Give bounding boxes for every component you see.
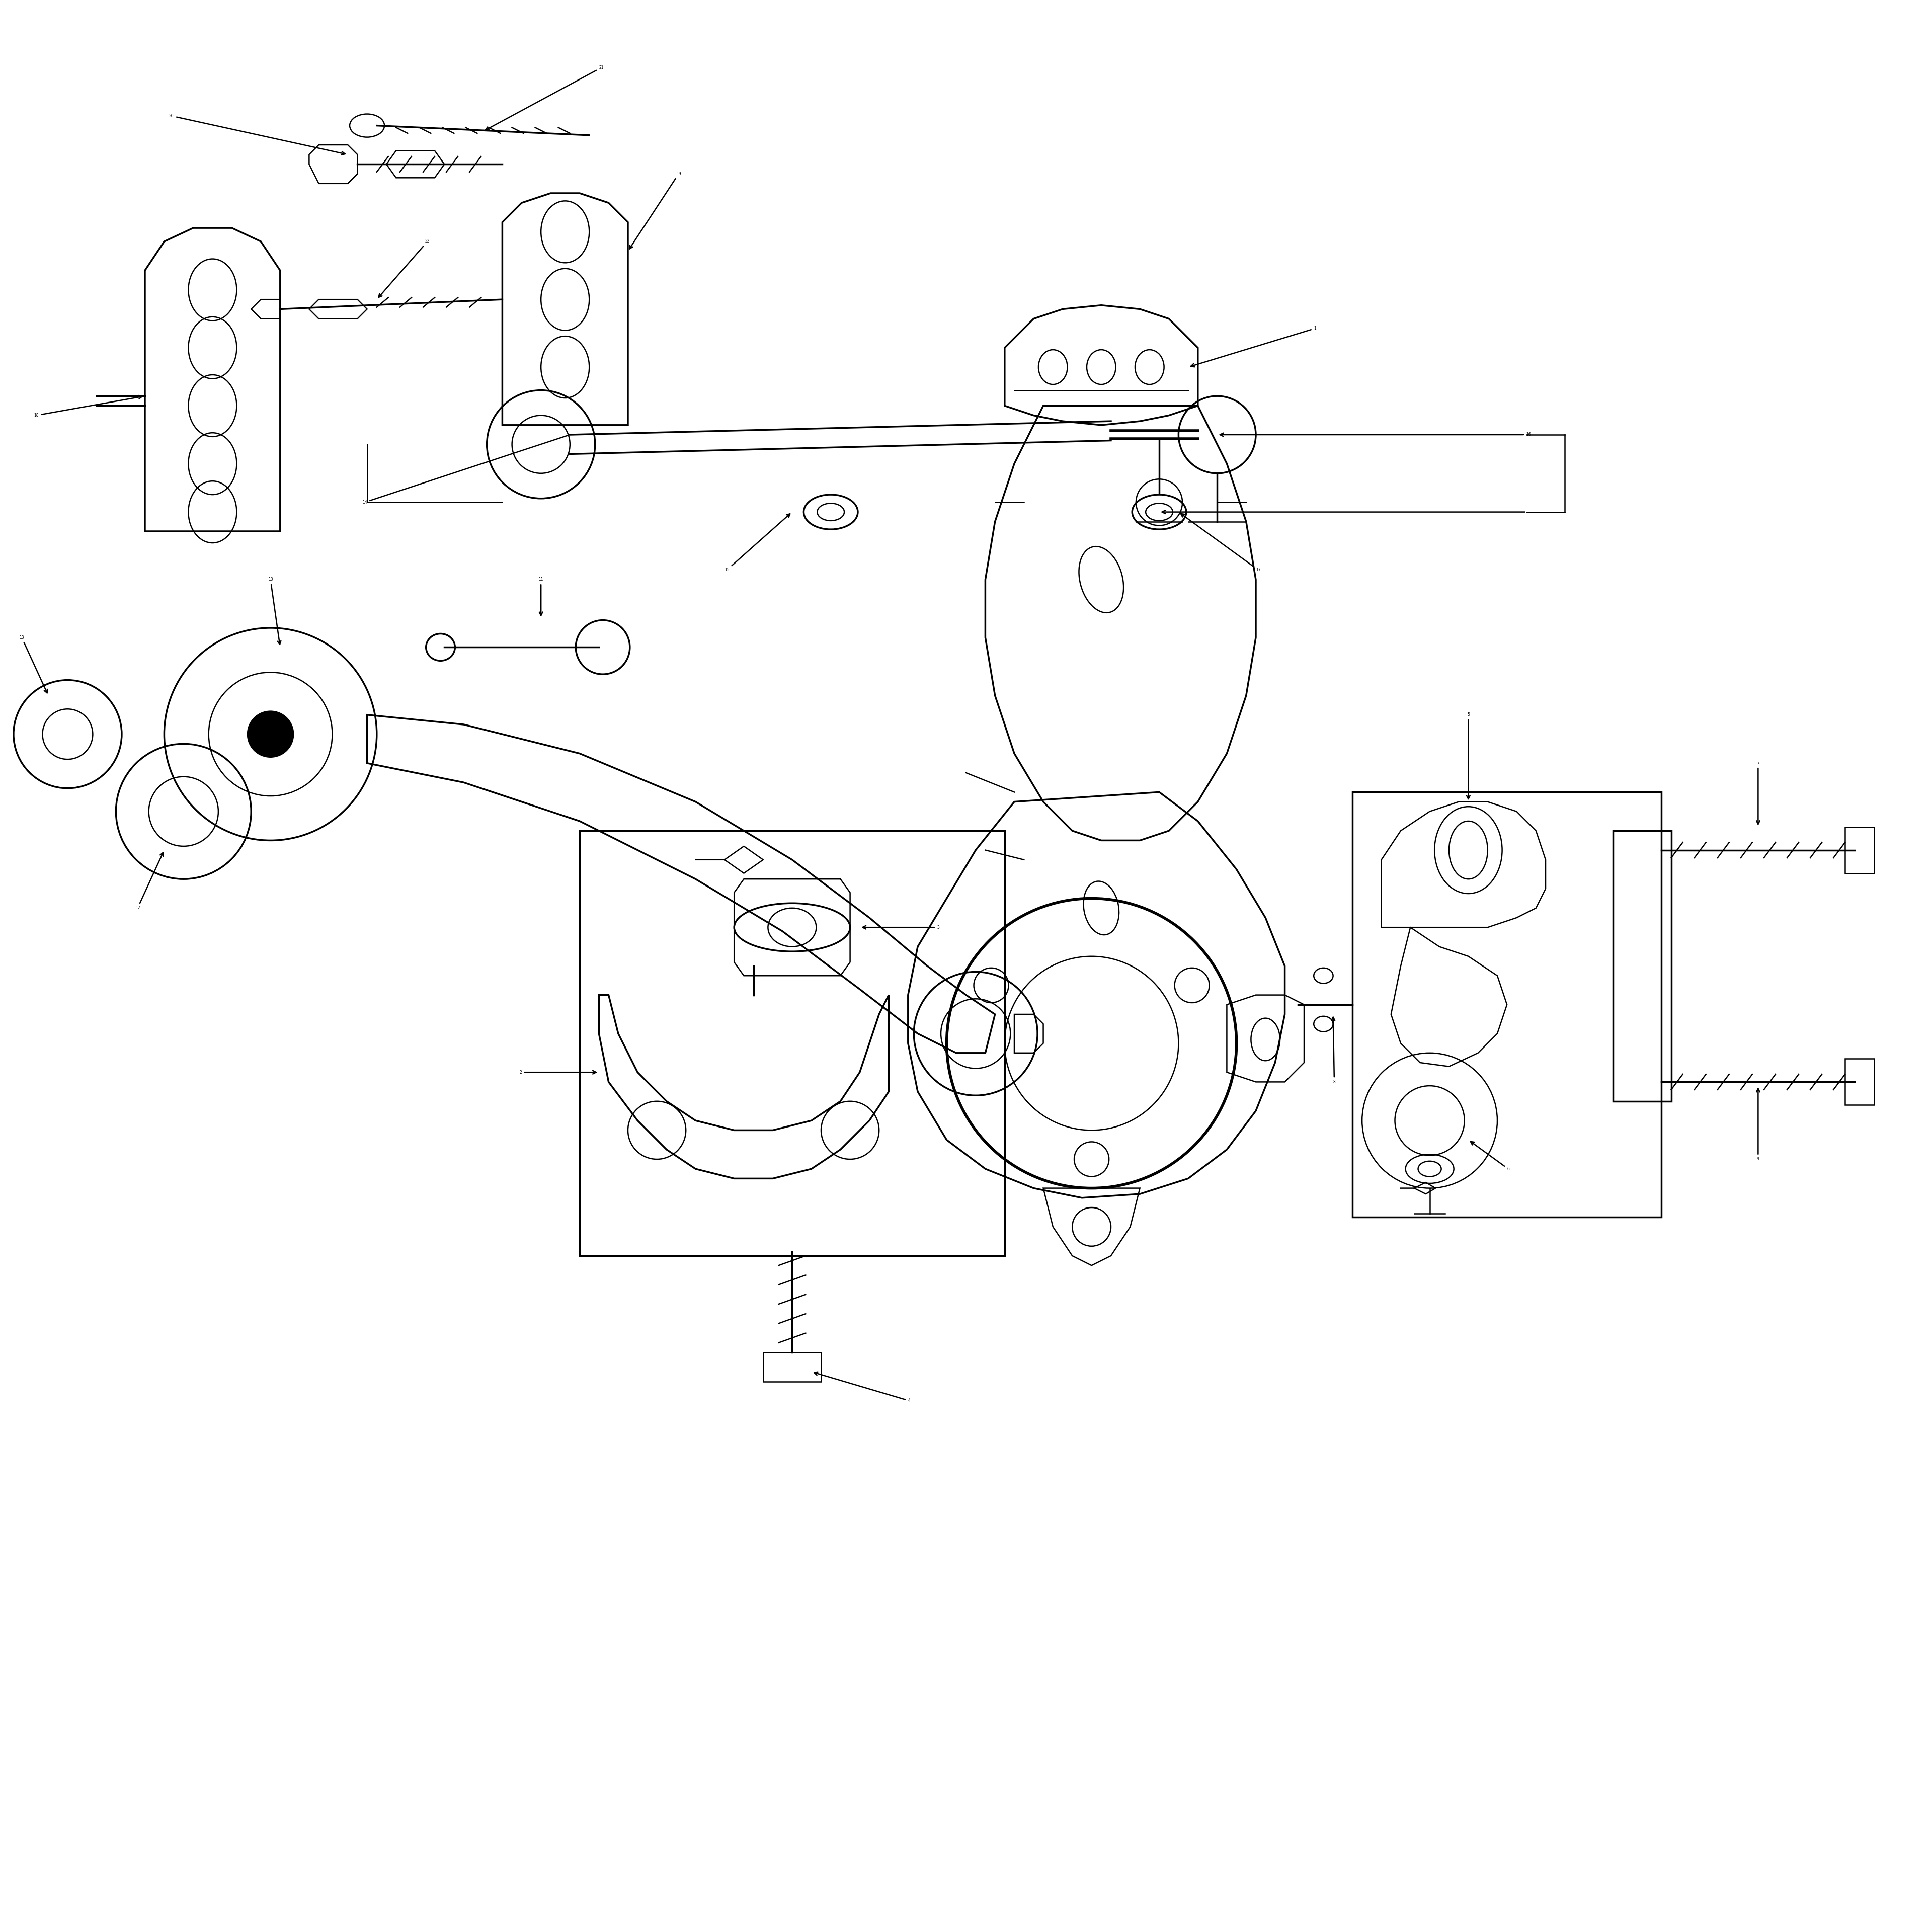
Text: 5: 5 [1466,713,1470,800]
Text: 4: 4 [813,1372,910,1403]
Bar [1352,792,1662,1217]
Text: 22: 22 [379,240,429,298]
Text: 20: 20 [168,114,346,155]
Text: 1: 1 [1190,327,1316,367]
Bar [580,831,1005,1256]
Text: 9: 9 [1756,1088,1760,1161]
Text: 7: 7 [1756,761,1760,825]
Text: 21: 21 [485,66,603,129]
Text: 2: 2 [520,1070,597,1074]
Text: 10: 10 [269,578,280,645]
Text: 3: 3 [862,925,939,929]
Text: 17: 17 [1180,514,1262,572]
Text: 8: 8 [1331,1016,1335,1084]
Text: 12: 12 [135,852,162,910]
Text: 19: 19 [630,172,682,249]
Text: 14: 14 [361,435,568,504]
Text: 18: 18 [35,396,143,417]
Circle shape [247,711,294,757]
Text: 13: 13 [19,636,46,694]
Text: 15: 15 [725,514,790,572]
Text: 11: 11 [539,578,543,616]
Text: 6: 6 [1470,1142,1509,1171]
Text: 16: 16 [1219,433,1532,437]
